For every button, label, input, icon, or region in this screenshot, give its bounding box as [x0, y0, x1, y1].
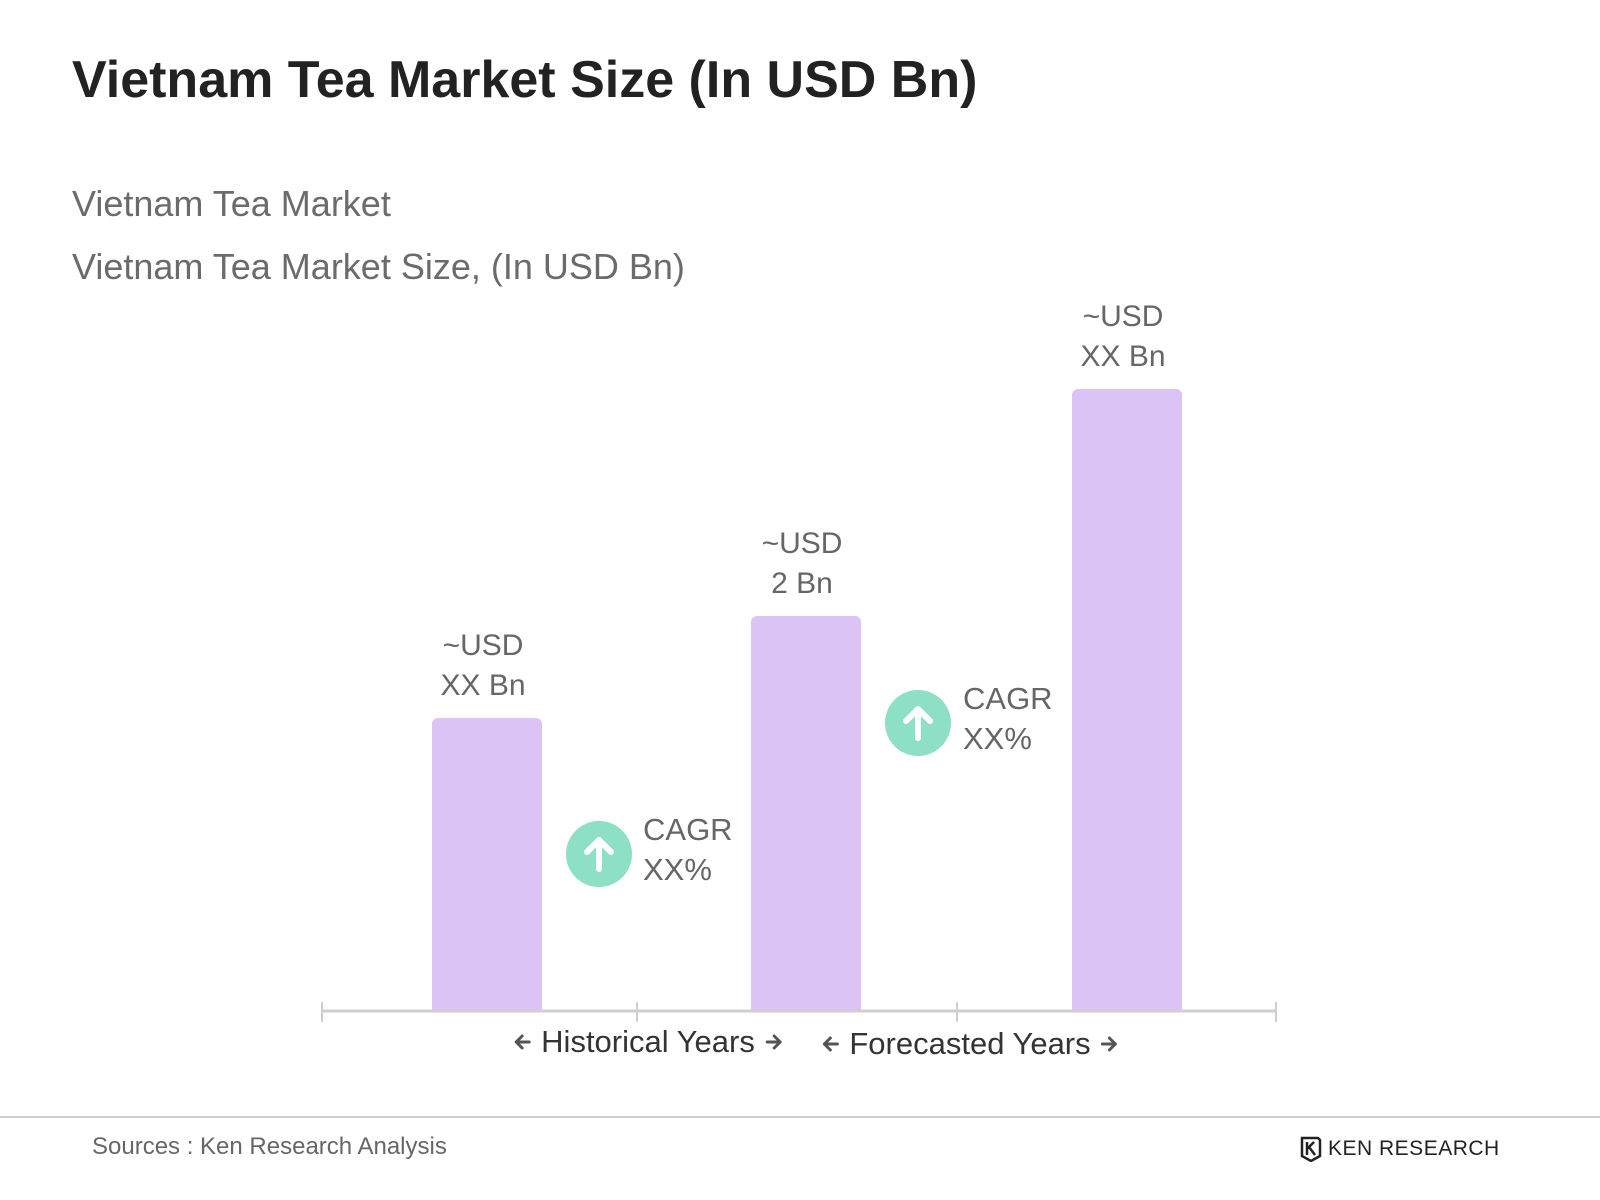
- cagr-icon: [566, 821, 632, 887]
- brand-logo: KEN RESEARCH: [1300, 1136, 1500, 1162]
- bar: [751, 615, 861, 1010]
- source-note: Sources : Ken Research Analysis: [92, 1133, 447, 1160]
- axis-dividers: [321, 1002, 1277, 1022]
- arrow-right: [1101, 1036, 1118, 1052]
- cagr-icon: [885, 690, 951, 756]
- arrow-right: [765, 1034, 782, 1050]
- chart-title: Vietnam Tea Market Size (In USD Bn): [72, 51, 978, 109]
- period-label: Forecasted Years: [821, 1026, 1118, 1062]
- period-label: Historical Years: [513, 1024, 783, 1060]
- up-arrow: [903, 706, 933, 741]
- arrow-left: [822, 1036, 839, 1052]
- axis-layer: [321, 1002, 1277, 1022]
- brand-name: KEN RESEARCH: [1328, 1137, 1500, 1160]
- period-text: Historical Years: [541, 1024, 755, 1059]
- footer-divider: [0, 1116, 1600, 1118]
- chart-subtitle: Vietnam Tea Market: [72, 183, 391, 224]
- up-arrow: [584, 837, 614, 872]
- data-label: ~USD 2 Bn: [761, 526, 843, 600]
- period-text: Forecasted Years: [849, 1026, 1091, 1061]
- data-label: ~USD XX Bn: [1080, 300, 1166, 373]
- annotation: CAGR XX%: [643, 812, 733, 887]
- bar: [432, 718, 542, 1010]
- annotation: CAGR XX%: [963, 681, 1053, 756]
- y-axis-label: Vietnam Tea Market Size, (In USD Bn): [72, 246, 685, 287]
- bar: [1072, 389, 1182, 1010]
- arrow-left: [514, 1034, 531, 1050]
- data-label: ~USD XX Bn: [440, 629, 526, 703]
- brand-icon: [1300, 1136, 1322, 1162]
